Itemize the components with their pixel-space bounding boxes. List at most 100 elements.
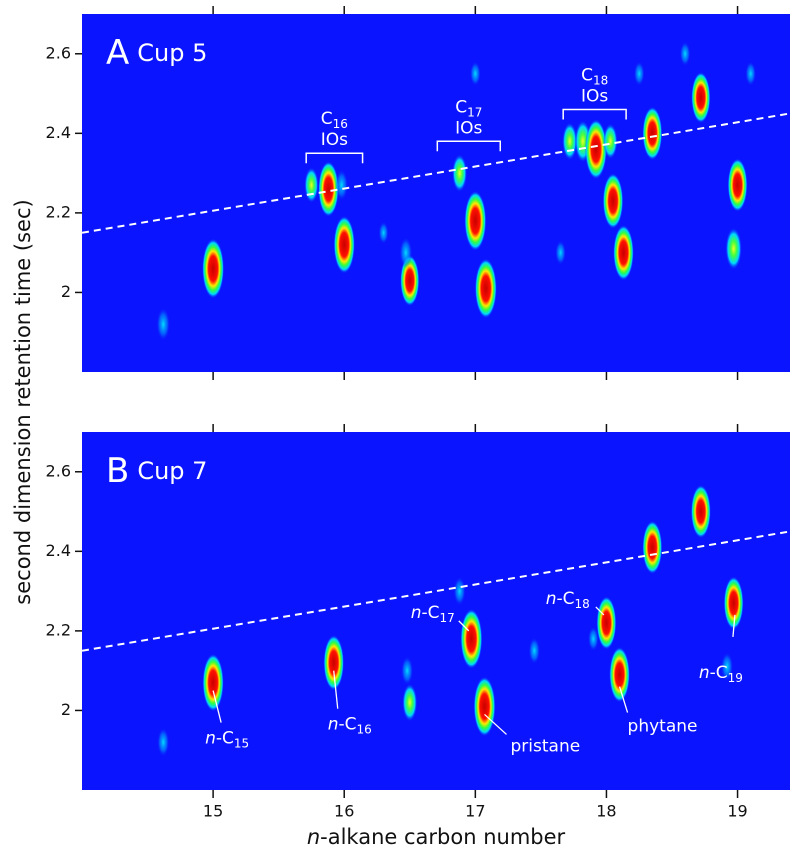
peak [596,596,617,650]
peak [642,106,663,161]
y-tick-label: 2.4 [46,541,71,560]
bracket [436,140,501,152]
peak [602,173,624,229]
annotation-text: phytane [628,717,698,737]
annotation: n-C18 [546,589,590,611]
annotation-sub: 17 [439,610,454,624]
annotation: n-C15 [205,729,249,751]
annotation-leader [732,614,736,638]
peak [452,154,468,193]
bracket [562,108,627,120]
panel-letter: A [106,33,129,73]
bracket-label-sub: 17 [467,105,482,119]
bracket-label-text: C [581,65,593,85]
peak [473,676,496,737]
plot-area [82,41,790,342]
annotation-leader [618,686,629,713]
y-tick-label: 2 [61,700,71,719]
y-tick-label: 2.6 [46,461,71,480]
x-axis-label: n-alkane carbon number [307,825,566,849]
annotation-italic: n [546,589,557,609]
peak [587,626,599,652]
peak [679,41,691,67]
peak [335,169,349,201]
x-tick-label: 19 [727,802,747,821]
peak [720,652,734,682]
plot-background [82,14,790,372]
peak [603,123,618,160]
annotation: n-C16 [328,715,372,737]
annotation-text: -C [339,715,357,735]
peak [401,656,414,686]
x-tick-label: 16 [334,802,354,821]
annotation-text: -C [557,589,575,609]
annotation-text: -C [421,603,439,623]
panel-name: Cup 5 [137,39,207,67]
annotation: n-C19 [699,663,743,685]
y-tick-label: 2 [61,282,71,301]
annotation-italic: n [328,715,339,735]
annotation-leader [484,713,507,735]
peak [633,61,645,87]
plot-background [82,432,790,790]
peak [528,637,541,665]
annotation: n-C17 [411,603,455,625]
panel-letter: B [106,451,129,491]
peak [555,240,566,266]
y-tick-label: 2.2 [46,202,71,221]
y-tick-label: 2.2 [46,620,71,639]
bracket-label: C17 [455,97,482,119]
panel-title: B Cup 7 [106,451,207,491]
annotation: pristane [511,736,581,756]
peak [474,258,497,319]
annotation-italic: n [205,729,216,749]
annotation-italic: n [699,663,710,683]
peak [453,576,466,606]
peak [333,215,355,274]
bracket-label-sub: 18 [593,73,608,87]
peak [584,119,607,180]
x-tick-label: 15 [203,802,223,821]
panel-title: A Cup 5 [106,33,207,73]
peak [723,576,744,630]
bracket-label: IOs [321,130,348,150]
y-tick-label: 2.4 [46,123,71,142]
bracket-label: IOs [455,118,482,138]
annotation-sub: 19 [728,670,743,684]
annotation-text: pristane [511,736,581,756]
peak [725,227,742,270]
annotation-leader [595,606,605,616]
peak [156,307,171,342]
peak [727,158,748,212]
peak [609,646,630,703]
bracket-label: C18 [581,65,608,87]
bracket-label-text: C [455,97,467,117]
peak [378,221,389,245]
annotation: phytane [628,717,698,737]
bracket-label: IOs [581,86,608,106]
peak [202,238,225,299]
panel-name: Cup 7 [137,457,207,485]
x-tick-label: 18 [596,802,616,821]
peak [691,71,711,124]
peak [745,61,757,87]
peak [323,634,345,691]
annotation-sub: 18 [575,596,590,610]
peak [304,167,319,203]
annotation-text: -C [216,729,234,749]
peak [318,161,339,217]
annotation-sub: 15 [234,736,249,750]
bracket-label-text: C [321,109,333,129]
peak [613,224,634,281]
peak [202,653,224,712]
peak [460,608,483,669]
bracket-label-sub: 16 [333,117,348,131]
plot-area [82,484,790,757]
peak [157,727,170,757]
annotation-italic: n [411,603,422,623]
x-tick-label: 17 [465,802,485,821]
peak [642,520,663,575]
annotation-leader [458,620,470,632]
